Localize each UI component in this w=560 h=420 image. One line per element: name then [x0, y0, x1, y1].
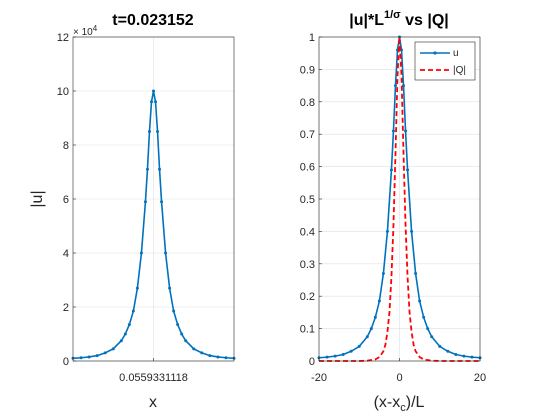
- y-tick-label: 0.8: [300, 97, 315, 109]
- legend-box: [414, 41, 476, 81]
- y-tick-label: 0.6: [300, 162, 315, 174]
- data-point: [119, 339, 123, 343]
- data-point: [446, 349, 450, 353]
- data-point: [373, 315, 377, 319]
- data-point: [357, 344, 361, 348]
- y-tick-label: 0: [63, 356, 69, 368]
- left-chart-title: t=0.023152: [112, 12, 194, 29]
- data-point: [95, 354, 99, 358]
- data-point: [147, 130, 151, 133]
- data-point: [164, 251, 168, 255]
- data-point: [216, 355, 220, 359]
- data-point: [184, 339, 188, 343]
- data-point: [103, 351, 107, 355]
- data-point: [180, 332, 184, 336]
- left-y-axis-label: |u|: [29, 190, 46, 207]
- y-tick-label: 0.2: [300, 291, 315, 303]
- data-point: [365, 335, 369, 339]
- data-point: [224, 356, 228, 360]
- data-point: [139, 251, 143, 255]
- x-tick-label: 20: [474, 372, 486, 384]
- y-tick-label: 6: [63, 194, 69, 206]
- data-point: [414, 272, 418, 276]
- data-point: [391, 129, 395, 133]
- y-tick-label: 10: [57, 86, 69, 98]
- data-point: [158, 167, 162, 171]
- series-line-q: [319, 36, 480, 362]
- x-tick-label: 0.0559331118: [119, 372, 188, 384]
- left-axes: 0 2 4 6 8 10 12 0.0559331118 × 104 t=0.023152 x…: [29, 12, 236, 411]
- right-chart-title: |u|*L1/σ vs |Q|: [349, 9, 449, 29]
- y-tick-label: 0.1: [300, 324, 315, 336]
- data-point: [462, 354, 466, 358]
- data-point: [341, 353, 345, 357]
- data-point: [149, 100, 153, 104]
- data-point: [87, 355, 91, 359]
- y-tick-label: 2: [63, 302, 69, 314]
- right-ticks: 0 0.1 0.2 0.3 0.4 0.5 0.6 0.7 0.8 0.9 1 -20 0 20: [300, 32, 486, 384]
- data-point: [123, 332, 127, 336]
- right-axes: 0 0.1 0.2 0.3 0.4 0.5 0.6 0.7 0.8 0.9 1 -20 0 20 |u|*…: [300, 9, 486, 414]
- y-tick-label: 4: [63, 248, 69, 260]
- y-tick-label: 0.3: [300, 259, 315, 271]
- data-point: [389, 168, 393, 172]
- data-point: [349, 349, 353, 353]
- data-point: [393, 84, 397, 88]
- data-point: [152, 89, 155, 93]
- data-point: [79, 356, 83, 360]
- y-tick-label: 0.4: [300, 226, 315, 238]
- data-point: [426, 327, 430, 331]
- legend-label-q: |Q|: [453, 65, 466, 76]
- legend-marker-u: [433, 51, 437, 55]
- legend-label-u: u: [453, 48, 459, 59]
- data-point: [410, 229, 414, 233]
- data-point: [127, 323, 131, 327]
- data-point: [135, 286, 139, 290]
- data-point: [200, 351, 204, 355]
- data-point: [325, 355, 329, 359]
- data-point: [192, 347, 196, 351]
- data-point: [377, 299, 381, 303]
- left-x-axis-label: x: [149, 394, 157, 411]
- left-ticks: 0 2 4 6 8 10 12 0.0559331118: [57, 32, 188, 384]
- data-point: [143, 200, 147, 204]
- data-point: [454, 353, 458, 357]
- x-tick-label: -20: [311, 372, 327, 384]
- data-point: [172, 309, 176, 313]
- right-x-axis-label: (x-xc)/L: [374, 394, 425, 414]
- data-point: [369, 327, 373, 331]
- y-tick-label: 0.7: [300, 129, 315, 141]
- data-point: [430, 335, 434, 339]
- data-point: [111, 347, 115, 351]
- data-point: [168, 286, 172, 290]
- left-series: [71, 89, 236, 360]
- data-point: [176, 323, 180, 327]
- data-point: [402, 84, 406, 88]
- data-point: [154, 100, 158, 104]
- data-point: [470, 355, 474, 359]
- y-tick-label: 8: [63, 140, 69, 152]
- y-tick-label: 12: [57, 32, 69, 44]
- left-exponent-label: × 104: [73, 24, 98, 38]
- data-point: [422, 315, 426, 319]
- data-point: [333, 354, 337, 358]
- data-point: [418, 299, 422, 303]
- data-point: [131, 309, 135, 313]
- y-tick-label: 0.9: [300, 64, 315, 76]
- y-tick-label: 0: [309, 356, 315, 368]
- data-point: [385, 229, 389, 233]
- data-point: [438, 344, 442, 348]
- data-point: [156, 130, 160, 133]
- y-tick-label: 0.5: [300, 194, 315, 206]
- data-point: [404, 129, 408, 133]
- data-point: [381, 272, 385, 276]
- y-tick-label: 1: [309, 32, 315, 44]
- data-point: [160, 200, 164, 204]
- data-point: [406, 168, 410, 172]
- x-tick-label: 0: [396, 372, 402, 384]
- data-point: [145, 167, 149, 171]
- data-point: [208, 354, 212, 358]
- legend: u |Q|: [414, 41, 476, 81]
